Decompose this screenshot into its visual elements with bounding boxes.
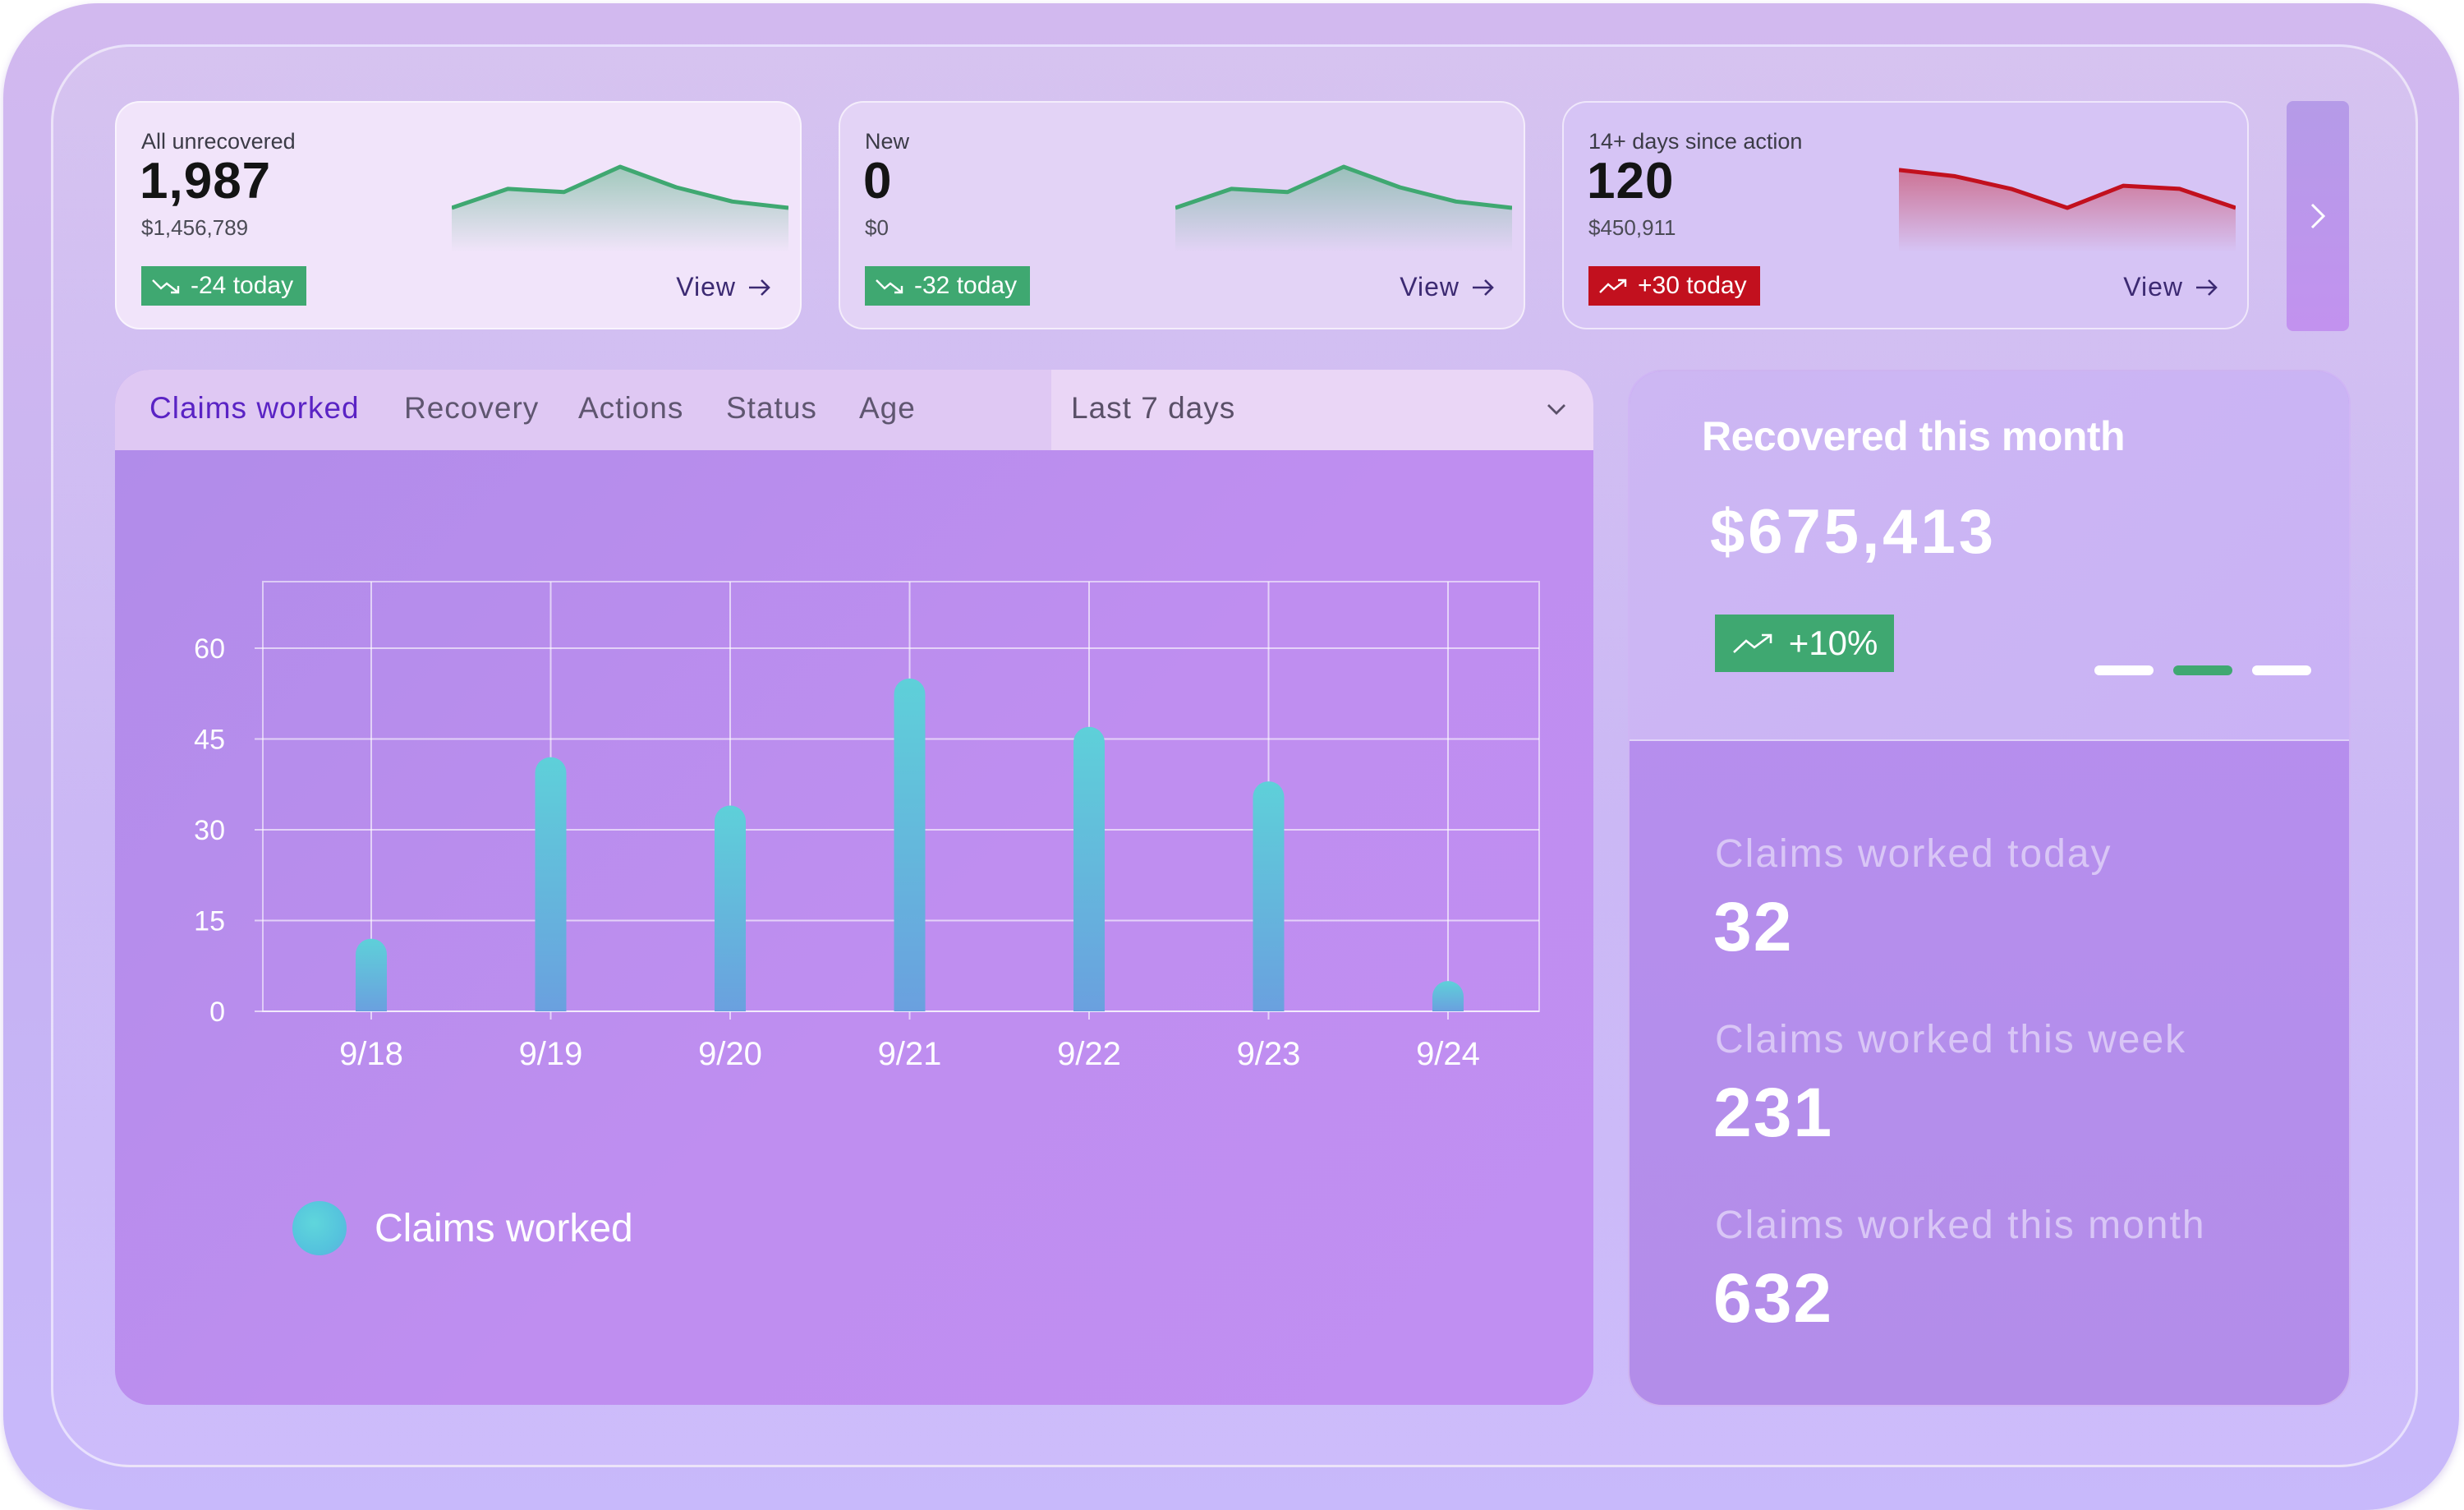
tab-status[interactable]: Status [726, 391, 817, 425]
bar-9-24 [1432, 981, 1464, 1011]
x-tick-label: 9/24 [1416, 1036, 1480, 1072]
y-tick-label: 45 [194, 725, 225, 756]
badge-text: +30 today [1638, 272, 1747, 299]
x-tick-label: 9/18 [339, 1036, 403, 1072]
trend-up-icon [1732, 633, 1772, 653]
x-tick-label: 9/20 [698, 1036, 762, 1072]
x-tick-label: 9/19 [519, 1036, 583, 1072]
carousel-dot-3[interactable] [2252, 665, 2311, 675]
recovered-badge-text: +10% [1788, 624, 1878, 662]
sparkline-line [1175, 164, 1512, 210]
tab-age[interactable]: Age [859, 391, 916, 425]
trend-up-icon [1599, 279, 1627, 293]
x-tick-label: 9/22 [1057, 1036, 1121, 1072]
bar-9-22 [1073, 726, 1105, 1011]
badge-text: -24 today [191, 272, 294, 299]
recovered-trend-badge: +10% [1715, 615, 1894, 672]
stat-value-month: 632 [1713, 1259, 1834, 1337]
sparkline-area [452, 167, 788, 252]
legend-label: Claims worked [375, 1206, 633, 1250]
stat-label-month: Claims worked this month [1715, 1204, 2206, 1247]
trend-badge: -32 today [865, 266, 1031, 306]
carousel-dot-1[interactable] [2094, 665, 2154, 675]
arrow-right-icon [749, 279, 770, 296]
stat-label-week: Claims worked this week [1715, 1018, 2187, 1061]
trend-down-icon [152, 279, 180, 294]
sparkline [1899, 168, 2236, 252]
view-label: View [2123, 272, 2183, 302]
view-link[interactable]: View [676, 272, 772, 302]
card-amount: $1,456,789 [141, 215, 249, 240]
card-value: 1,987 [140, 153, 272, 209]
recovered-panel: Recovered this month $675,413 +10% Claim… [1628, 370, 2351, 1406]
sparkline-area [1899, 169, 2236, 252]
chart-tabs: Claims worked Recovery Actions Status Ag… [115, 370, 1051, 450]
recovered-amount: $675,413 [1710, 497, 1997, 567]
bar-9-20 [715, 805, 746, 1011]
trend-down-icon [876, 279, 903, 294]
bar-chart: 0 15 30 45 60 9/18 9/19 9/20 9/21 9/22 9/23 9/24 [194, 581, 1540, 1072]
stat-value-week: 231 [1713, 1074, 1834, 1151]
sparkline-line [1899, 168, 2236, 210]
carousel-dot-2[interactable] [2173, 665, 2232, 675]
card-label: All unrecovered [141, 129, 296, 154]
x-tick-label: 9/23 [1237, 1036, 1301, 1072]
trend-badge: +30 today [1588, 266, 1760, 306]
arrow-right-icon [1473, 279, 1494, 296]
tab-recovery[interactable]: Recovery [404, 391, 540, 425]
y-tick-label: 15 [194, 906, 225, 937]
claims-chart-panel: Claims worked Recovery Actions Status Ag… [115, 370, 1593, 1405]
date-range-value: Last 7 days [1071, 391, 1236, 425]
tab-claims-worked[interactable]: Claims worked [149, 391, 360, 425]
date-range-select[interactable]: Last 7 days [1051, 370, 1593, 450]
stat-card-new[interactable]: New 0 $0 -32 today View [839, 101, 1525, 329]
sparkline [452, 164, 788, 252]
view-label: View [1400, 272, 1460, 302]
bar-9-18 [356, 938, 387, 1011]
sparkline [1175, 164, 1512, 252]
card-label: New [865, 129, 910, 154]
x-tick-label: 9/21 [878, 1036, 942, 1072]
trend-badge: -24 today [141, 266, 307, 306]
stat-card-stale[interactable]: 14+ days since action 120 $450,911 +30 t… [1562, 101, 2249, 329]
badge-text: -32 today [914, 272, 1018, 299]
card-value: 0 [863, 153, 893, 209]
recovered-title: Recovered this month [1702, 413, 2126, 459]
y-tick-label: 60 [194, 633, 225, 665]
recovered-summary: Recovered this month $675,413 +10% [1630, 371, 2349, 741]
chevron-right-icon [2310, 203, 2326, 229]
bar-9-21 [894, 678, 926, 1011]
tab-actions[interactable]: Actions [578, 391, 684, 425]
sparkline-line [452, 164, 788, 210]
card-amount: $0 [865, 215, 889, 240]
chevron-down-icon [1547, 404, 1565, 415]
sparkline-area [1175, 167, 1512, 252]
view-link[interactable]: View [2123, 272, 2219, 302]
legend-swatch [292, 1201, 347, 1255]
bar-9-19 [535, 757, 567, 1011]
arrow-right-icon [2196, 279, 2218, 296]
card-amount: $450,911 [1588, 215, 1676, 240]
bar-9-23 [1253, 781, 1285, 1011]
view-label: View [676, 272, 736, 302]
y-tick-label: 0 [209, 997, 225, 1028]
chart-legend: Claims worked [292, 1201, 633, 1255]
next-cards-button[interactable] [2287, 101, 2349, 331]
card-value: 120 [1587, 153, 1675, 209]
y-tick-label: 30 [194, 815, 225, 846]
view-link[interactable]: View [1400, 272, 1496, 302]
stat-card-all-unrecovered[interactable]: All unrecovered 1,987 $1,456,789 -24 tod… [115, 101, 802, 329]
stat-value-today: 32 [1713, 888, 1794, 965]
carousel-dots [2094, 665, 2311, 675]
stat-label-today: Claims worked today [1715, 832, 2112, 876]
card-label: 14+ days since action [1588, 129, 1803, 154]
